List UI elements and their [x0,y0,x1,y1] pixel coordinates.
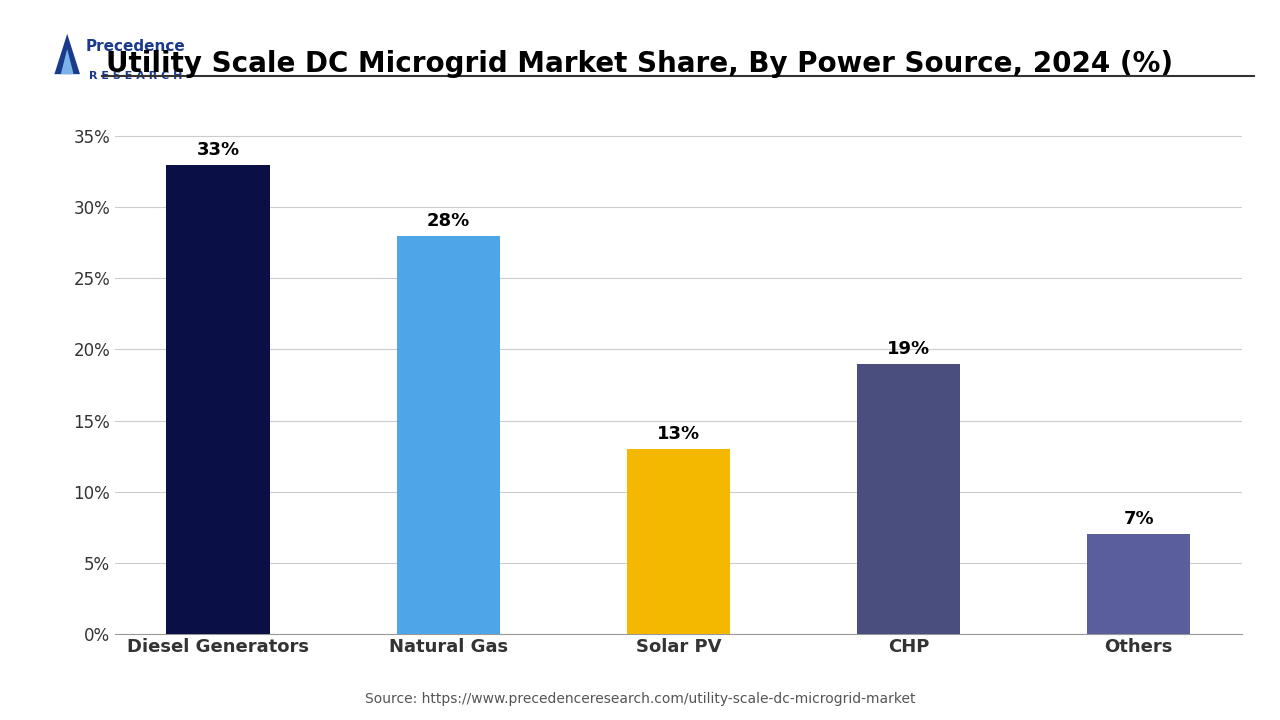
Text: Utility Scale DC Microgrid Market Share, By Power Source, 2024 (%): Utility Scale DC Microgrid Market Share,… [106,50,1174,78]
Text: Source: https://www.precedenceresearch.com/utility-scale-dc-microgrid-market: Source: https://www.precedenceresearch.c… [365,692,915,706]
Text: 7%: 7% [1124,510,1155,528]
Polygon shape [55,34,79,74]
Text: 19%: 19% [887,340,931,358]
Text: 13%: 13% [657,426,700,444]
Text: R E S E A R C H: R E S E A R C H [90,71,182,81]
Bar [1087,534,1190,634]
Polygon shape [61,49,73,74]
Text: 28%: 28% [426,212,470,230]
Bar [397,236,500,634]
Bar [627,449,730,634]
Text: 33%: 33% [197,141,239,159]
Bar [166,165,270,634]
Text: Precedence: Precedence [86,40,186,54]
Bar [856,364,960,634]
